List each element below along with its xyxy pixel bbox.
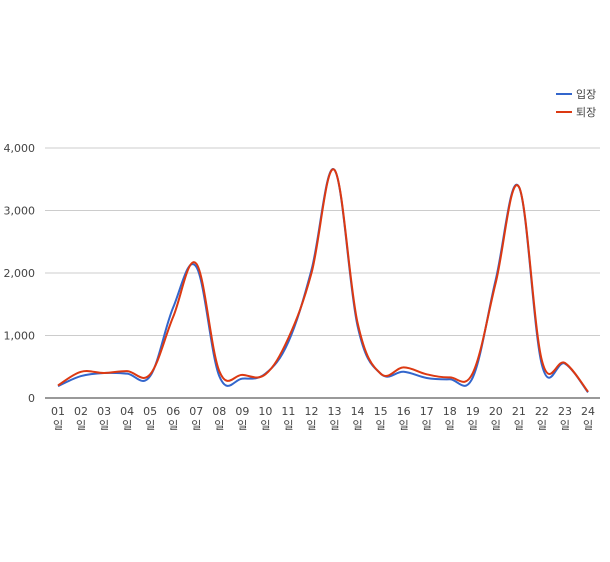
series-lines xyxy=(57,168,589,394)
x-tick-label: 15 일 xyxy=(374,405,388,432)
x-tick-label: 18 일 xyxy=(443,405,457,432)
x-tick-label: 07 일 xyxy=(189,405,203,432)
y-axis-labels: 0 1,000 2,000 3,000 4,000 xyxy=(4,142,36,405)
x-tick-label: 24 일 xyxy=(581,405,595,432)
y-tick-label: 0 xyxy=(28,392,35,405)
x-tick-label: 10 일 xyxy=(258,405,272,432)
x-tick-label: 06 일 xyxy=(166,405,180,432)
y-tick-label: 1,000 xyxy=(4,330,36,343)
x-tick-label: 09 일 xyxy=(235,405,249,432)
x-tick-label: 20 일 xyxy=(489,405,503,432)
x-tick-label: 21 일 xyxy=(512,405,526,432)
x-tick-label: 22 일 xyxy=(535,405,549,432)
x-tick-label: 14 일 xyxy=(351,405,365,432)
x-tick-label: 02 일 xyxy=(74,405,88,432)
x-tick-label: 13 일 xyxy=(328,405,342,432)
y-tick-label: 2,000 xyxy=(4,267,36,280)
y-tick-label: 4,000 xyxy=(4,142,36,155)
x-tick-label: 04 일 xyxy=(120,405,134,432)
x-tick-label: 16 일 xyxy=(397,405,411,432)
x-tick-label: 11 일 xyxy=(281,405,295,432)
x-tick-label: 03 일 xyxy=(97,405,111,432)
x-tick-label: 12 일 xyxy=(304,405,318,432)
x-axis-labels: 01 일 02 일 03 일 04 일 05 일 06 일 07 일 08 일 09 일 10 일 11 일 12 일 13 일 1… xyxy=(51,405,595,432)
y-tick-label: 3,000 xyxy=(4,205,36,218)
x-tick-label: 05 일 xyxy=(143,405,157,432)
legend-label: 입장 xyxy=(576,88,596,101)
series-line-2 xyxy=(57,168,589,393)
x-tick-label: 08 일 xyxy=(212,405,226,432)
x-tick-label: 01 일 xyxy=(51,405,65,432)
x-tick-label: 23 일 xyxy=(558,405,572,432)
x-tick-label: 19 일 xyxy=(466,405,480,432)
legend-label: 퇴장 xyxy=(576,106,596,119)
x-tick-label: 17 일 xyxy=(420,405,434,432)
